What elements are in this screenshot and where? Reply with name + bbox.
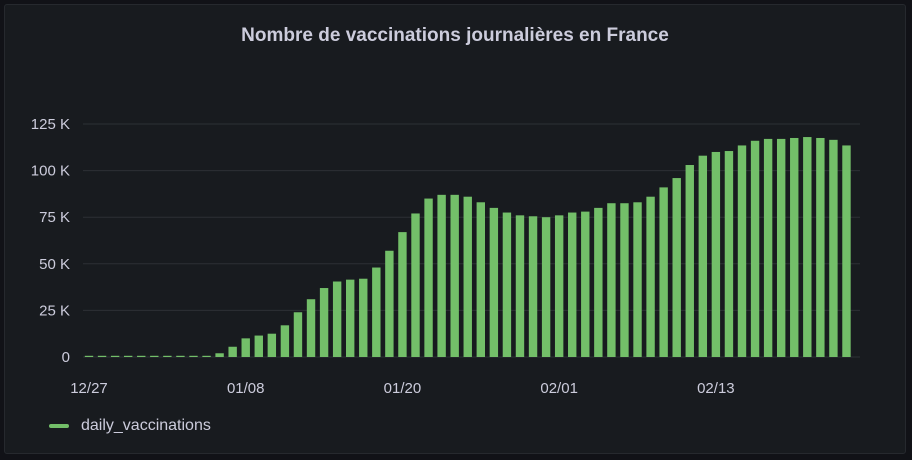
bar[interactable]: [620, 203, 629, 357]
bar[interactable]: [97, 355, 107, 357]
y-tick-label: 50 K: [39, 256, 70, 273]
bar[interactable]: [372, 267, 381, 357]
chart-panel: Nombre de vaccinations journalières en F…: [4, 4, 906, 454]
bar[interactable]: [776, 138, 786, 357]
bar[interactable]: [189, 355, 198, 357]
bar[interactable]: [672, 178, 681, 357]
bar[interactable]: [659, 187, 668, 357]
bar[interactable]: [267, 333, 277, 357]
bar[interactable]: [737, 145, 747, 357]
bar[interactable]: [554, 215, 564, 357]
bar[interactable]: [790, 137, 799, 357]
bar[interactable]: [816, 137, 825, 357]
y-tick-label: 100 K: [31, 163, 70, 180]
bar[interactable]: [646, 196, 655, 357]
bar-chart: 0 25 K 50 K 75 K 100 K 125 K 12/27 01/08 01/20 0…: [31, 116, 860, 397]
bar[interactable]: [489, 207, 499, 357]
bar[interactable]: [411, 213, 420, 357]
bar[interactable]: [385, 250, 394, 357]
y-tick-label: 25 K: [39, 302, 70, 319]
bar[interactable]: [84, 355, 94, 357]
bar[interactable]: [502, 212, 512, 357]
bar[interactable]: [581, 211, 590, 357]
bar[interactable]: [541, 217, 551, 357]
bar[interactable]: [150, 355, 159, 357]
bar[interactable]: [763, 138, 773, 357]
bar[interactable]: [163, 355, 172, 357]
bar[interactable]: [633, 202, 642, 357]
bar[interactable]: [685, 165, 694, 357]
bar[interactable]: [437, 194, 446, 357]
bar[interactable]: [463, 196, 472, 357]
bars: [84, 137, 851, 357]
bar[interactable]: [176, 355, 185, 357]
bar[interactable]: [528, 216, 538, 357]
bar[interactable]: [450, 194, 459, 357]
chart-title: Nombre de vaccinations journalières en F…: [241, 25, 669, 46]
x-tick-label: 01/08: [227, 380, 265, 397]
bar[interactable]: [476, 202, 485, 357]
bar[interactable]: [123, 355, 133, 357]
legend[interactable]: daily_vaccinations: [49, 417, 211, 435]
bar[interactable]: [306, 299, 316, 357]
bar[interactable]: [750, 140, 760, 357]
bar[interactable]: [607, 203, 616, 357]
bar[interactable]: [829, 139, 838, 357]
legend-label: daily_vaccinations: [81, 417, 211, 434]
bar[interactable]: [332, 281, 342, 357]
x-tick-label: 02/13: [697, 380, 735, 397]
y-axis-ticks: 0 25 K 50 K 75 K 100 K 125 K: [31, 116, 70, 366]
bar[interactable]: [842, 145, 851, 357]
bar[interactable]: [110, 355, 120, 357]
bar[interactable]: [202, 355, 211, 357]
bar[interactable]: [594, 207, 603, 357]
bar[interactable]: [803, 137, 812, 357]
bar[interactable]: [228, 346, 237, 357]
bar[interactable]: [515, 215, 525, 357]
bar[interactable]: [424, 198, 433, 357]
bar[interactable]: [215, 353, 224, 357]
x-tick-label: 12/27: [70, 380, 108, 397]
bar[interactable]: [724, 151, 734, 357]
bar[interactable]: [137, 355, 146, 357]
bar[interactable]: [711, 151, 721, 357]
legend-swatch: [49, 424, 69, 428]
y-tick-label: 125 K: [31, 116, 70, 133]
y-tick-label: 0: [62, 349, 70, 366]
bar[interactable]: [280, 325, 290, 357]
x-tick-label: 02/01: [540, 380, 578, 397]
x-tick-label: 01/20: [384, 380, 422, 397]
bar[interactable]: [254, 335, 263, 357]
bar[interactable]: [359, 278, 368, 357]
bar[interactable]: [398, 232, 407, 357]
x-axis-ticks: 12/27 01/08 01/20 02/01 02/13: [70, 380, 734, 397]
bar[interactable]: [319, 288, 329, 357]
bar[interactable]: [241, 338, 250, 357]
bar[interactable]: [346, 279, 355, 357]
y-tick-label: 75 K: [39, 209, 70, 226]
bar[interactable]: [293, 312, 303, 357]
bar[interactable]: [698, 155, 708, 357]
bar[interactable]: [568, 212, 577, 357]
